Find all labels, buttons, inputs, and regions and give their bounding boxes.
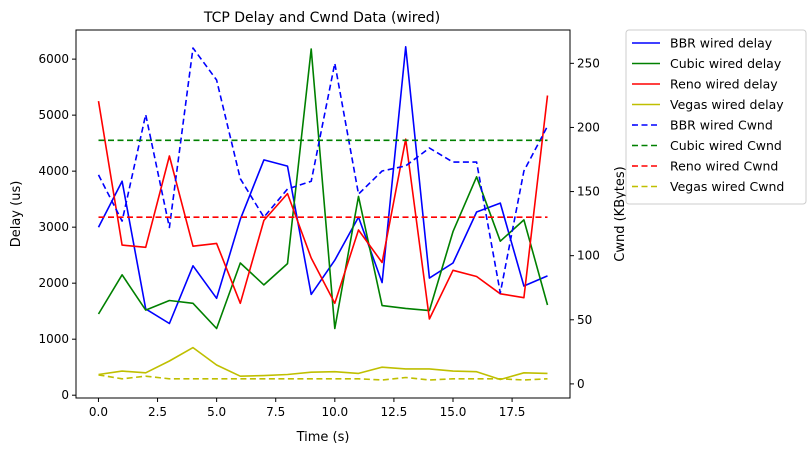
plot-frame: [75, 29, 571, 399]
series-line-3: [98, 346, 548, 381]
y-tick-label: 5000: [38, 108, 69, 122]
y-axis-right: 0 50 100 150 200 250: [570, 56, 600, 391]
x-tick-label: 17.5: [499, 405, 526, 419]
series-line-4: [97, 47, 549, 294]
y2-tick-label: 250: [577, 56, 600, 70]
legend-label-7: Vegas wired Cwnd: [670, 179, 784, 194]
series-line-0: [97, 45, 548, 325]
legend: BBR wired delay Cubic wired delay Reno wir…: [625, 29, 807, 205]
x-tick-label: 5.0: [207, 405, 226, 419]
y2-tick-label: 0: [577, 377, 585, 391]
x-tick-label: 10.0: [321, 405, 348, 419]
y2-tick-label: 200: [577, 120, 600, 134]
legend-label-2: Reno wired delay: [670, 77, 778, 92]
legend-label-3: Vegas wired delay: [670, 97, 784, 112]
y-tick-label: 1000: [38, 332, 69, 346]
y-tick-label: 3000: [38, 220, 69, 234]
y-axis-title: Delay (us): [9, 181, 24, 248]
legend-label-6: Reno wired Cwnd: [670, 159, 778, 174]
series-line-2: [97, 95, 549, 320]
x-tick-label: 2.5: [148, 405, 167, 419]
y2-tick-label: 150: [577, 185, 600, 199]
legend-label-0: BBR wired delay: [670, 36, 773, 51]
y-tick-label: 0: [61, 388, 69, 402]
y-axis-left: 0 1000 2000 3000 4000 5000 6000: [38, 52, 76, 402]
x-axis: 0.0 2.5 5.0 7.5 10.0 12.5 15.0 17.5: [89, 398, 526, 419]
y-tick-label: 6000: [38, 52, 69, 66]
x-tick-label: 0.0: [89, 405, 108, 419]
x-tick-label: 12.5: [381, 405, 408, 419]
series-line-7: [98, 374, 548, 381]
legend-label-5: Cubic wired Cwnd: [670, 138, 782, 153]
y-tick-label: 2000: [38, 276, 69, 290]
y2-tick-label: 100: [577, 249, 600, 263]
x-tick-label: 7.5: [266, 405, 285, 419]
x-tick-label: 15.0: [440, 405, 467, 419]
legend-label-4: BBR wired Cwnd: [670, 118, 773, 133]
y-tick-label: 4000: [38, 164, 69, 178]
legend-box: [625, 29, 807, 205]
y2-axis-title: Cwnd (KBytes): [613, 166, 628, 261]
x-axis-title: Time (s): [296, 430, 350, 445]
plot-lines: [97, 45, 549, 381]
series-line-1: [97, 48, 549, 330]
legend-label-1: Cubic wired delay: [670, 56, 782, 71]
y2-tick-label: 50: [577, 313, 592, 327]
chart-title: TCP Delay and Cwnd Data (wired): [203, 10, 440, 26]
